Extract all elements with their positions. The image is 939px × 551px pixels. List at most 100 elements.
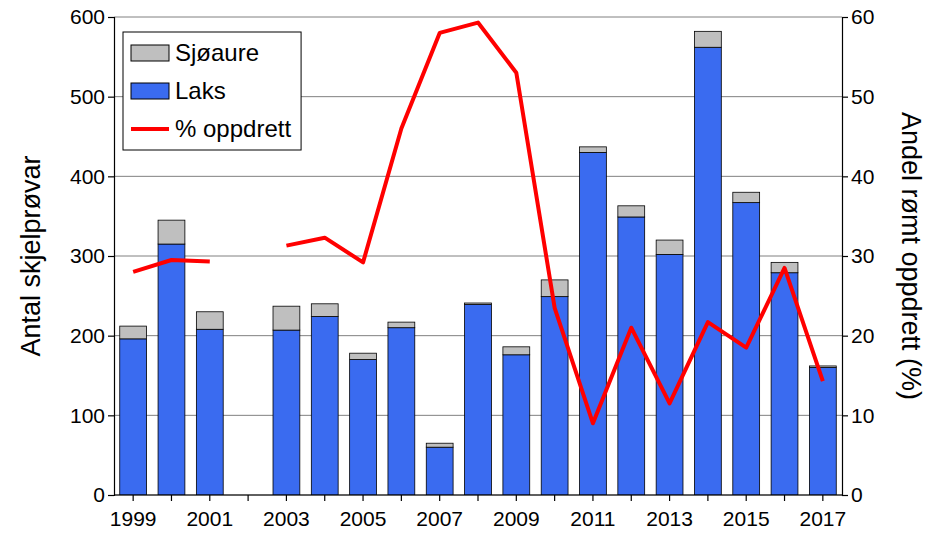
tick-mark (669, 495, 670, 501)
tick-label: 600 (70, 5, 105, 28)
tick-mark (842, 336, 848, 337)
tick: 2009 (493, 495, 540, 530)
tick-label: 2011 (570, 507, 615, 530)
tick-mark (592, 495, 593, 501)
legend-label: % oppdrett (175, 115, 291, 142)
tick: 2003 (263, 495, 310, 530)
tick-mark (842, 415, 848, 416)
axis-line (108, 18, 115, 496)
axis-line (843, 18, 849, 496)
tick-mark (784, 495, 785, 501)
tick (784, 495, 785, 501)
tick-label: 0 (851, 483, 863, 506)
bar (426, 447, 453, 495)
bar (120, 339, 147, 495)
tick-mark (439, 495, 440, 501)
tick: 300 (70, 244, 114, 267)
bar (694, 47, 721, 495)
bar (541, 280, 568, 297)
bar (311, 304, 338, 317)
tick-label: 50 (851, 85, 874, 108)
legend-box (123, 32, 301, 150)
tick (401, 495, 402, 501)
bar (465, 303, 492, 305)
tick-mark (209, 495, 210, 501)
tick-mark (477, 495, 478, 501)
tick-mark (516, 495, 517, 501)
tick-label: 2013 (646, 507, 693, 530)
grid-line (114, 176, 842, 177)
tick-mark (842, 17, 848, 18)
bar (158, 244, 185, 495)
bar (694, 31, 721, 47)
bar (196, 329, 223, 495)
legend-label: Sjøaure (175, 39, 259, 66)
tick-label: 2001 (186, 507, 233, 530)
tick-label: 100 (70, 404, 105, 427)
tick-label: 0 (93, 483, 105, 506)
tick-label: 30 (851, 244, 874, 267)
bar (273, 306, 300, 330)
tick: 2007 (416, 495, 463, 530)
bar (809, 368, 836, 495)
tick-label: 60 (851, 5, 874, 28)
tick-mark (108, 256, 114, 257)
tick (554, 495, 555, 501)
tick-mark (324, 495, 325, 501)
bar (158, 220, 185, 244)
tick-label: 10 (851, 404, 874, 427)
tick: 40 (842, 165, 874, 188)
tick-mark (286, 495, 287, 501)
bar (809, 366, 836, 368)
tick-mark (842, 97, 848, 98)
bar (273, 330, 300, 495)
legend-swatch (131, 127, 169, 131)
tick-mark (631, 495, 632, 501)
tick: 2013 (646, 495, 693, 530)
tick-mark (554, 495, 555, 501)
tick-label: 300 (70, 244, 105, 267)
bar (656, 240, 683, 254)
tick-mark (108, 415, 114, 416)
tick: 20 (842, 324, 874, 347)
tick: 200 (70, 324, 114, 347)
tick: 100 (70, 404, 114, 427)
legend-swatch (131, 83, 169, 99)
tick-label: 2007 (416, 507, 463, 530)
y-axis-title: Antal skjelprøvar (16, 155, 46, 356)
tick: 500 (70, 85, 114, 108)
bar (388, 322, 415, 328)
tick (478, 495, 479, 501)
bar (771, 273, 798, 495)
tick-mark (401, 495, 402, 501)
grid (114, 17, 842, 495)
tick (631, 495, 632, 501)
legend: SjøaureLaks% oppdrett (123, 32, 301, 150)
bar (733, 192, 760, 202)
tick (324, 495, 325, 501)
tick-mark (822, 495, 823, 501)
bar (196, 312, 223, 330)
bar (350, 360, 377, 495)
tick-mark (133, 495, 134, 501)
tick-mark (842, 495, 848, 496)
tick-mark (108, 176, 114, 177)
x-axis: 1999200120032005200720092011201320152017 (110, 495, 846, 530)
bar (580, 152, 607, 495)
tick-mark (842, 256, 848, 257)
tick-mark (746, 495, 747, 501)
tick-label: 2009 (493, 507, 540, 530)
bar (465, 305, 492, 495)
bar (618, 206, 645, 217)
tick: 2015 (723, 495, 770, 530)
bar (503, 347, 530, 355)
tick-mark (108, 336, 114, 337)
tick-label: 20 (851, 324, 874, 347)
y-axis: 0100200300400500600 (70, 5, 115, 506)
tick: 0 (842, 483, 863, 506)
tick-mark (707, 495, 708, 501)
chart: 1999200120032005200720092011201320152017… (0, 0, 939, 551)
tick-label: 40 (851, 165, 874, 188)
tick-label: 2005 (340, 507, 387, 530)
grid-line (114, 17, 842, 18)
